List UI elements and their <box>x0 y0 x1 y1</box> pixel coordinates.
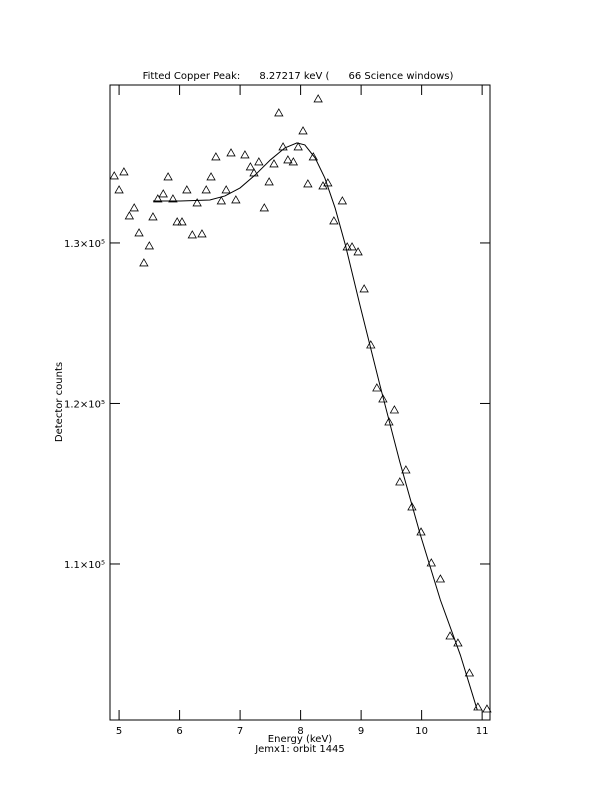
data-point <box>329 216 339 225</box>
fit-line <box>152 142 478 711</box>
data-point <box>206 172 216 181</box>
x-tick-label: 6 <box>176 726 182 737</box>
data-point <box>240 150 250 159</box>
data-point <box>134 228 144 237</box>
y-tick-label: 1.3×10⁵ <box>64 239 105 250</box>
subtitle: Jemx1: orbit 1445 <box>254 744 345 755</box>
data-point <box>168 194 178 203</box>
data-point <box>124 211 135 220</box>
data-point <box>187 230 197 239</box>
data-point <box>303 179 313 188</box>
data-point <box>172 217 182 226</box>
data-point <box>177 217 187 226</box>
data-point <box>445 631 455 640</box>
data-point <box>226 148 236 157</box>
data-point <box>378 394 388 403</box>
chart-title: Fitted Copper Peak: 8.27217 keV ( 66 Sci… <box>143 71 454 82</box>
y-tick-label: 1.1×10⁵ <box>64 560 105 571</box>
data-point <box>298 126 308 135</box>
x-axis-label: Energy (keV) <box>268 734 333 745</box>
data-point <box>308 152 319 161</box>
data-point <box>395 477 405 486</box>
data-point <box>144 241 155 250</box>
data-point <box>139 258 149 267</box>
data-point <box>264 177 274 186</box>
data-point <box>293 142 303 151</box>
x-tick-label: 8 <box>297 726 303 737</box>
data-point <box>259 203 269 212</box>
data-point <box>464 668 475 677</box>
data-point <box>401 465 411 474</box>
data-point <box>283 155 293 164</box>
data-point <box>129 203 139 212</box>
data-point <box>148 212 158 221</box>
data-point <box>274 108 284 117</box>
data-point <box>163 172 173 181</box>
data-point <box>153 194 163 203</box>
data-point <box>114 185 124 194</box>
data-point <box>182 185 192 194</box>
data-point <box>313 94 323 103</box>
plot-frame <box>109 84 491 721</box>
data-point <box>231 195 241 204</box>
data-point <box>389 405 400 414</box>
x-tick-label: 11 <box>476 726 489 737</box>
data-point <box>216 196 227 205</box>
data-point <box>372 383 382 392</box>
data-point <box>337 196 348 205</box>
data-point <box>353 247 363 256</box>
data-point <box>109 171 119 180</box>
data-point <box>254 157 264 166</box>
x-tick-label: 5 <box>116 726 122 737</box>
data-point <box>192 198 202 207</box>
data-point <box>211 152 221 161</box>
data-point <box>482 704 492 713</box>
data-point <box>158 189 168 198</box>
x-tick-label: 9 <box>358 726 364 737</box>
data-point <box>245 162 256 171</box>
x-tick-label: 7 <box>237 726 243 737</box>
data-point <box>384 417 394 426</box>
data-point <box>435 574 446 583</box>
data-point <box>288 157 299 166</box>
data-point <box>197 229 207 238</box>
x-tick-label: 10 <box>415 726 428 737</box>
data-point <box>342 242 352 251</box>
y-axis-label: Detector counts <box>54 362 65 442</box>
data-point <box>407 502 417 511</box>
data-point <box>347 242 357 251</box>
data-point <box>221 185 231 194</box>
data-point <box>201 185 211 194</box>
data-point <box>269 159 279 168</box>
y-tick-label: 1.2×10⁵ <box>64 399 105 410</box>
data-point <box>359 284 369 293</box>
data-point <box>119 167 129 176</box>
data-point <box>318 181 328 190</box>
